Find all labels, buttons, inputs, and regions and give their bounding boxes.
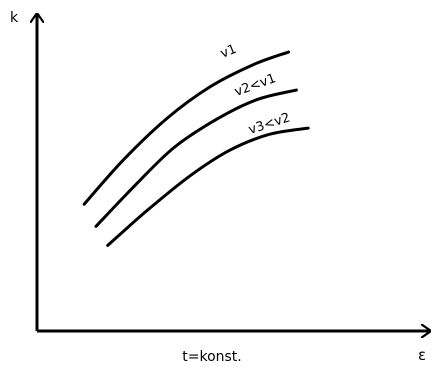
chart-caption: t=konst.	[182, 349, 242, 365]
series-layer	[82, 50, 310, 247]
series-label-1: v1	[218, 42, 238, 62]
series-line-3	[106, 126, 310, 247]
series-line-1	[82, 50, 291, 206]
x-axis-label: ε	[418, 346, 426, 364]
y-axis-label: k	[10, 10, 19, 26]
series-line-2	[94, 88, 298, 228]
